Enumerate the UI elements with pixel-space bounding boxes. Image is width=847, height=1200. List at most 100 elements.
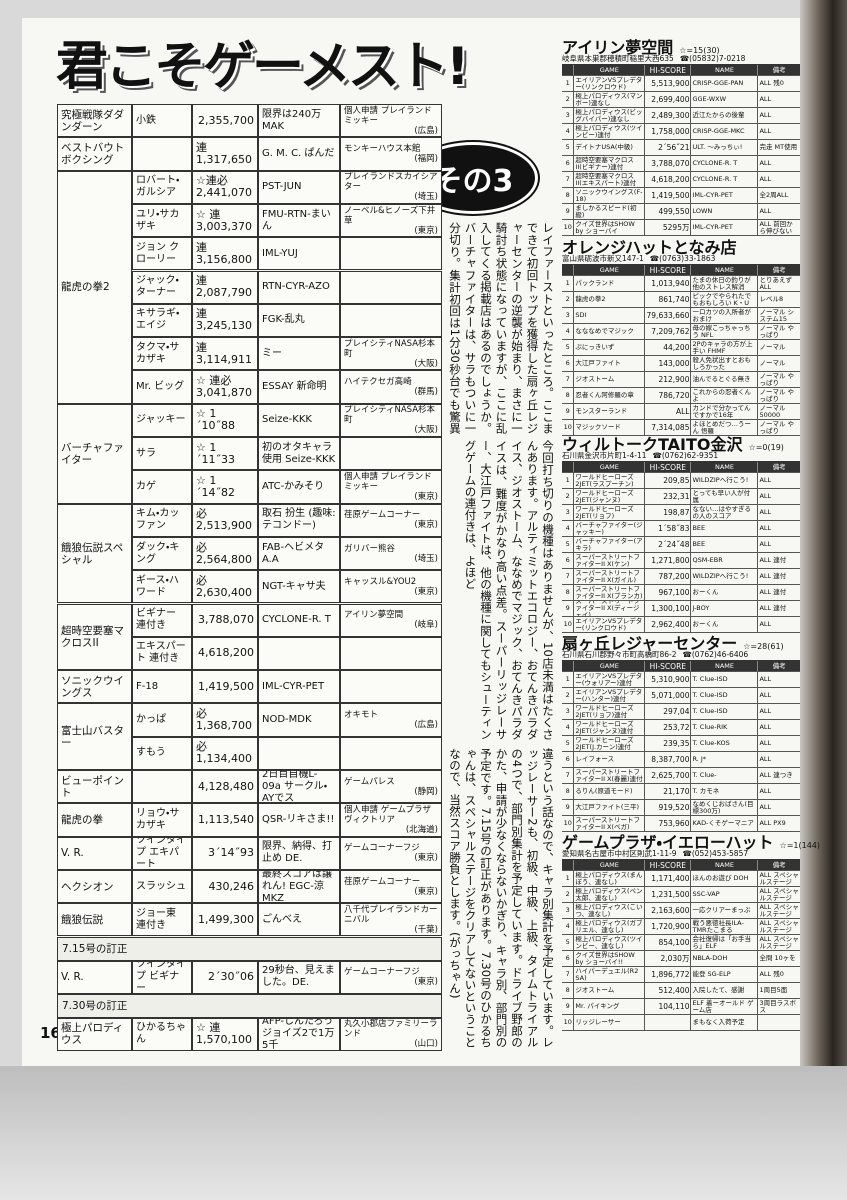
header-cell: GAME bbox=[574, 860, 646, 870]
score-cell: 2,030万 bbox=[645, 951, 692, 966]
score-cell: 4,618,200 bbox=[192, 636, 258, 671]
header-cell bbox=[562, 65, 575, 75]
game-cell: SDI bbox=[574, 308, 646, 323]
name-cell: NBLA-DOH bbox=[691, 951, 759, 966]
score-cell: 753,960 bbox=[645, 816, 692, 831]
shop-name: プレイランドスカイシアター bbox=[344, 172, 438, 193]
note-cell: ALL 連付 bbox=[759, 588, 787, 596]
player-cell: リョウ・サカザキ bbox=[132, 803, 192, 837]
address: 富山県砺波市新又147-1 bbox=[562, 254, 644, 263]
name-cell: まもなく入荷予定 bbox=[691, 1015, 759, 1030]
game-cell: スーパーストリートファイターII X(ディージェイ) bbox=[574, 601, 646, 616]
note-cell: ALL bbox=[759, 675, 772, 683]
name-cell: ULT. 〜みっちぃ! bbox=[691, 140, 759, 155]
shop-address: 石川県金沢市片町1-4-11 ☎(0762)62-9351 bbox=[562, 451, 800, 462]
name-cell: SSC-VAP bbox=[691, 887, 759, 902]
name-cell: なない…はやすぎるの人のスコア bbox=[691, 505, 759, 520]
rank: 3 bbox=[562, 505, 575, 520]
player-cell: カゲ bbox=[132, 470, 192, 504]
rank: 4 bbox=[562, 521, 575, 536]
ranking-row: 7 超時空要塞マクロスII(エキスパート)連付 4,618,200 CYCLONE-R… bbox=[562, 172, 800, 188]
game-cell: エイリアンVSプレデター(リンクロウド) bbox=[574, 617, 646, 632]
score-cell: 512,400 bbox=[645, 983, 692, 998]
ranking-row: 6 超時空要塞マクロスII(ビギナー)連付 3,788,070 CYCLONE-R. … bbox=[562, 156, 800, 172]
game-cell: モンスターランド bbox=[574, 404, 646, 419]
shop-cell: プレイシティNASA杉本町 (大阪) bbox=[340, 337, 442, 371]
header-cell bbox=[562, 860, 575, 870]
note-cell: 完走 MT使用 bbox=[759, 143, 798, 151]
score-cell: 1,113,540 bbox=[192, 803, 258, 837]
table-header: GAME HI-SCORE NAME 備考 bbox=[562, 860, 800, 871]
shop-name: 個人申請 プレイランドミッキー bbox=[344, 471, 432, 492]
name-cell: CYCLONE-R. T bbox=[691, 172, 759, 187]
note-cell: ALL PX9 bbox=[759, 819, 786, 827]
name-cell: T. Clue- bbox=[691, 768, 759, 783]
name-cell: T. Clue-ISD bbox=[691, 672, 759, 687]
game-cell: 極上パロディウス(マンボー)連なし bbox=[574, 92, 646, 107]
shop-cell: ハイテクセガ高崎 (群馬) bbox=[340, 370, 442, 404]
score-cell: ☆ 1´11˝33 bbox=[192, 437, 258, 471]
game-cell: 極上パロディウス(こいつ、連なし) bbox=[574, 903, 646, 918]
shop-cell: 個人申請 ゲームプラザヴィクトリア (北海道) bbox=[340, 803, 442, 837]
rank: 2 bbox=[562, 887, 575, 902]
note-cell: ALL bbox=[759, 707, 772, 715]
rank: 10 bbox=[562, 1015, 575, 1030]
rank: 8 bbox=[562, 388, 575, 403]
name-cell: IML-YUJ bbox=[258, 237, 340, 271]
header-cell: NAME bbox=[691, 462, 759, 472]
score-cell: 1´58˝83 bbox=[645, 521, 692, 536]
name-cell: NGT-キャサ夫 bbox=[258, 570, 340, 604]
shop-cell: ゲームパレス (静岡) bbox=[340, 770, 442, 804]
game-cell: ましかるスピード(初級) bbox=[574, 204, 646, 219]
name-cell: 最終スコアは譲れん! EGC-涼MKZ bbox=[258, 869, 340, 904]
score-cell: 2´24˝48 bbox=[645, 537, 692, 552]
ranking-row: 7 スーパーストリートファイターII X(春麗)連付 2,625,700 T. Clu… bbox=[562, 768, 800, 784]
ranking-row: 9 Mr. パイキング 104,110 ELF 着ーオールド ゲーム店 3周目ラスボス bbox=[562, 999, 800, 1015]
score-cell: ☆ 連必 3,041,870 bbox=[192, 370, 258, 404]
shop-cell: 荏原ゲームコーナー (東京) bbox=[340, 869, 442, 904]
game-cell: 大江戸ファイト(三平) bbox=[574, 800, 646, 815]
note-cell: レベル8 bbox=[759, 295, 784, 303]
player-cell: ジョン クローリー bbox=[132, 237, 192, 271]
score-cell: 2,625,700 bbox=[645, 768, 692, 783]
shop-region: (東京) bbox=[414, 886, 438, 897]
game-cell: 超時空要塞マクロスII(エキスパート)連付 bbox=[574, 172, 646, 187]
score-cell: 2´30˝06 bbox=[192, 960, 258, 994]
shop-region: (東京) bbox=[414, 225, 438, 236]
shop-cell: ゲームコーナーフジ (東京) bbox=[340, 836, 442, 870]
name-cell: T. カモネ bbox=[691, 784, 759, 799]
game-cell: 極上パロディウス(ツインビー)連付 bbox=[574, 124, 646, 139]
score-cell: 8,387,700 bbox=[645, 752, 692, 767]
header-cell: HI-SCORE bbox=[645, 860, 692, 870]
player-cell: かっぱ bbox=[132, 703, 192, 737]
shop-name: アイリン夢空間 bbox=[562, 38, 674, 57]
note-cell: ALL bbox=[759, 127, 772, 135]
shop-region: (北海道) bbox=[405, 824, 438, 835]
shop-region: (広島) bbox=[414, 720, 438, 731]
shop-region: (千葉) bbox=[414, 924, 438, 935]
name-cell: 2Pのキャラの方が上手い FHMF bbox=[691, 340, 759, 355]
score-cell: 7,209,762 bbox=[645, 324, 692, 339]
ranking-row: 10 スーパーストリートファイターII X(ベガ) 753,960 KAD-くそゲーマ… bbox=[562, 816, 800, 832]
rank: 2 bbox=[562, 489, 575, 504]
shop-title: オレンジハットとなみ店 bbox=[562, 234, 800, 257]
note-cell: ノーマル bbox=[759, 343, 786, 351]
ranking-row: 2 エイリアンVSプレデター(ハンター)連付 5,071,000 T. Clue-IS… bbox=[562, 688, 800, 704]
shop-name: ハイテクセガ高崎 bbox=[344, 377, 412, 388]
score-cell: 1,419,500 bbox=[645, 188, 692, 203]
note-cell: ノーマル やっぱり bbox=[759, 324, 795, 339]
shop-name: 個人申請 プレイランドミッキー bbox=[344, 105, 432, 126]
name-cell: 会社復帰は「お手当ら」ELF bbox=[691, 935, 759, 950]
game-cell: 龍虎の拳2 bbox=[574, 292, 646, 307]
rank: 10 bbox=[562, 617, 575, 632]
ranking-row: 1 極上パロディウス(まんぼう、連なし) 1,171,400 ほんのお遊び DOH AL… bbox=[562, 871, 800, 887]
name-cell: 油んでるとぐる無き bbox=[691, 372, 759, 387]
score-cell bbox=[645, 1015, 692, 1030]
name-cell: ごんべえ bbox=[258, 903, 340, 937]
score-cell: 854,100 bbox=[645, 935, 692, 950]
note-cell: ALL スペシャルステージ bbox=[759, 887, 799, 902]
rank: 4 bbox=[562, 324, 575, 339]
score-cell: 786,720 bbox=[645, 388, 692, 403]
score-cell: 21,170 bbox=[645, 784, 692, 799]
header-cell: NAME bbox=[691, 265, 759, 275]
